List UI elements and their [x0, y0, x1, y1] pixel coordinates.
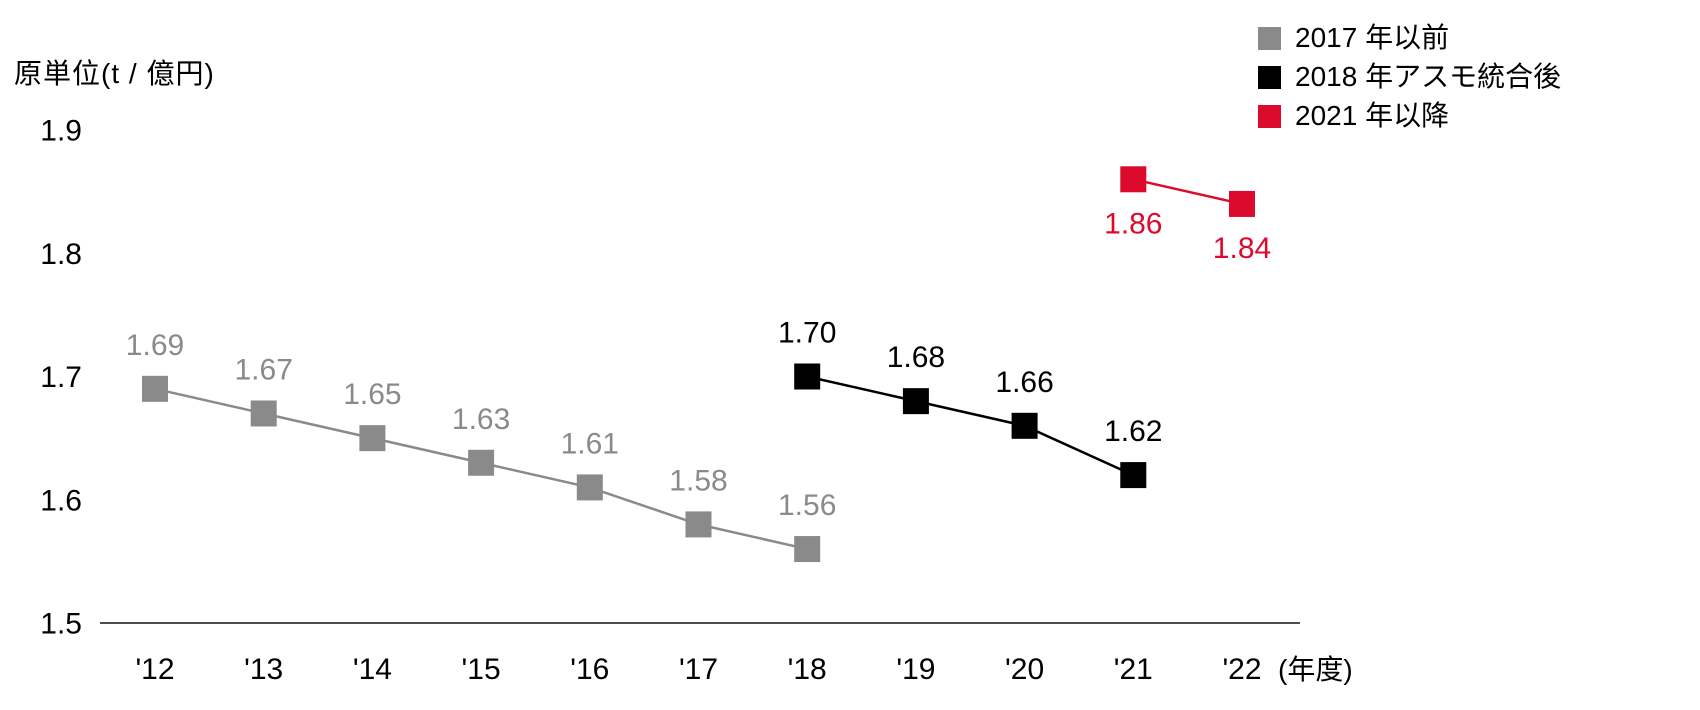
y-tick-label-1: 1.8 — [40, 238, 82, 271]
legend-label: 2018 年アスモ統合後 — [1295, 61, 1562, 92]
x-tick-label-0: '12 — [135, 653, 174, 686]
series-0-value-label-1: 1.67 — [235, 353, 293, 386]
legend-label: 2021 年以降 — [1295, 100, 1450, 131]
y-tick-label-4: 1.5 — [40, 608, 82, 641]
series-0-marker-4 — [576, 474, 603, 501]
legend-label: 2017 年以前 — [1295, 22, 1450, 53]
series-1-line — [806, 375, 1134, 477]
y-tick-label-3: 1.6 — [40, 484, 82, 517]
y-tick-label-0: 1.9 — [40, 115, 82, 148]
legend-item-0: 2017 年以前 — [1258, 24, 1561, 52]
legend-item-1: 2018 年アスモ統合後 — [1258, 63, 1561, 91]
x-tick-label-9: '21 — [1114, 653, 1153, 686]
x-tick-label-1: '13 — [244, 653, 283, 686]
series-0-marker-3 — [468, 449, 495, 476]
series-0-value-label-5: 1.58 — [669, 464, 727, 497]
series-1-value-label-0: 1.70 — [778, 317, 836, 350]
series-1-marker-0 — [794, 363, 821, 390]
series-0-value-label-6: 1.56 — [778, 489, 836, 522]
x-axis-unit: (年度) — [1278, 654, 1353, 685]
y-tick-label-2: 1.7 — [40, 361, 82, 394]
legend-swatch-icon — [1258, 65, 1281, 89]
series-1-value-label-1: 1.68 — [887, 341, 945, 374]
legend-swatch-icon — [1258, 26, 1281, 50]
series-0-value-label-0: 1.69 — [126, 329, 184, 362]
x-tick-label-6: '18 — [788, 653, 827, 686]
legend-swatch-icon — [1258, 104, 1281, 128]
series-0-marker-0 — [142, 375, 168, 402]
x-tick-label-4: '16 — [570, 653, 609, 686]
series-2-marker-0 — [1120, 166, 1147, 193]
legend-item-2: 2021 年以降 — [1258, 102, 1561, 130]
x-tick-label-3: '15 — [462, 653, 501, 686]
x-tick-label-8: '20 — [1005, 653, 1044, 686]
series-0-marker-6 — [794, 536, 821, 563]
series-2-line — [1133, 178, 1243, 206]
series-0-marker-5 — [685, 511, 712, 538]
series-0-value-label-2: 1.65 — [343, 378, 401, 411]
series-0-marker-1 — [250, 400, 277, 427]
series-0-value-label-3: 1.63 — [452, 403, 510, 436]
series-2-value-label-0: 1.86 — [1104, 207, 1162, 240]
x-tick-label-7: '19 — [896, 653, 935, 686]
series-1-marker-3 — [1120, 462, 1147, 489]
legend: 2017 年以前 2018 年アスモ統合後 2021 年以降 — [1258, 24, 1561, 130]
series-1-marker-1 — [902, 388, 929, 415]
x-tick-label-5: '17 — [679, 653, 718, 686]
series-1-value-label-2: 1.66 — [995, 366, 1053, 399]
x-tick-label-2: '14 — [353, 653, 392, 686]
series-0-marker-2 — [359, 425, 386, 452]
series-2-value-label-1: 1.84 — [1213, 232, 1271, 265]
series-2-marker-1 — [1229, 190, 1255, 217]
series-1-value-label-3: 1.62 — [1104, 415, 1162, 448]
x-tick-label-10: '22 — [1222, 653, 1261, 686]
series-1-marker-2 — [1011, 412, 1038, 439]
y-axis-title: 原単位(t / 億円) — [14, 58, 215, 89]
series-0-value-label-4: 1.61 — [561, 427, 619, 460]
